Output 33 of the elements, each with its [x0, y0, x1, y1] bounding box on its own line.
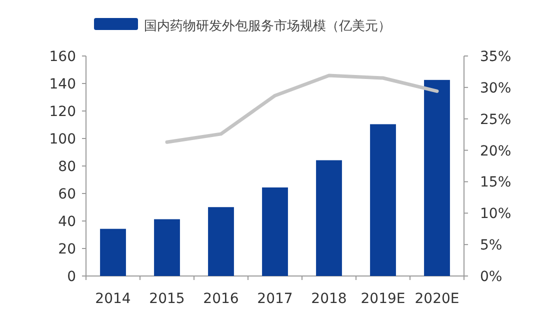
x-tick-label: 2018 [311, 291, 347, 307]
x-tick-label: 2016 [203, 291, 239, 307]
y2-tick-label: 35% [480, 49, 512, 65]
y2-tick-label: 0% [480, 269, 502, 285]
y-tick-label: 20 [58, 242, 76, 258]
bar [208, 207, 234, 276]
y2-tick-label: 20% [480, 143, 512, 160]
y-tick-label: 0 [67, 269, 76, 285]
y-tick-label: 140 [49, 76, 76, 92]
y-tick-label: 40 [58, 214, 76, 230]
y-tick-label: 120 [49, 104, 76, 120]
y-tick-label: 80 [58, 159, 76, 175]
bar [316, 160, 342, 276]
x-tick-label: 2020E [414, 291, 460, 307]
y-tick-label: 60 [58, 186, 76, 202]
y2-tick-label: 25% [480, 112, 512, 128]
y2-tick-label: 30% [480, 80, 512, 96]
x-tick-label: 2017 [257, 291, 293, 307]
y2-tick-label: 10% [480, 206, 512, 222]
y2-tick-label: 15% [480, 174, 512, 191]
bar [370, 124, 396, 276]
bar [100, 228, 126, 276]
x-tick-label: 2019E [360, 291, 406, 307]
legend-label: 国内药物研发外包服务市场规模（亿美元） [144, 18, 391, 34]
bar [154, 219, 180, 276]
y-tick-label: 100 [49, 132, 76, 148]
bar [262, 187, 288, 276]
y2-tick-label: 5% [480, 238, 502, 254]
x-tick-label: 2014 [95, 291, 131, 307]
line-series [165, 74, 439, 144]
x-tick-label: 2015 [149, 291, 185, 307]
bar [424, 80, 450, 276]
y-tick-label: 160 [49, 49, 76, 65]
